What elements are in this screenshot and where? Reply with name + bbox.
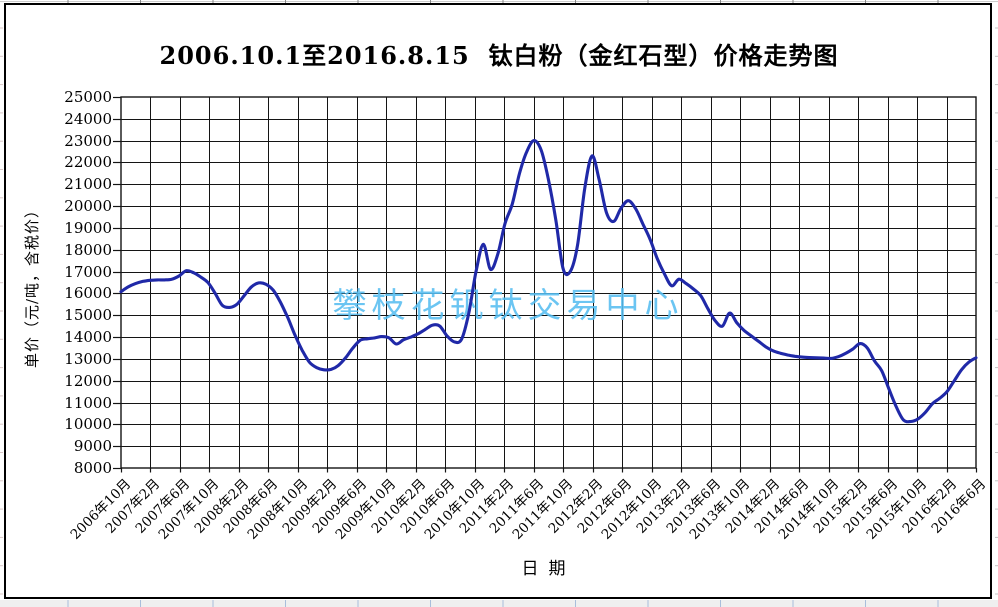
y-tick-label: 18000 — [64, 240, 112, 259]
watermark-text: 攀枝花钒钛交易中心 — [333, 286, 684, 326]
y-tick-label: 22000 — [64, 153, 112, 172]
y-tick-label: 20000 — [64, 197, 112, 216]
y-tick-label: 19000 — [64, 218, 112, 237]
y-tick-label: 12000 — [64, 371, 112, 390]
price-line — [119, 139, 978, 424]
y-tick-label: 21000 — [64, 175, 112, 194]
sheet-bottom-strip — [0, 600, 998, 607]
plot-grid — [113, 96, 978, 473]
y-tick-label: 8000 — [73, 459, 112, 477]
plot-border — [120, 96, 977, 469]
y-tick-label: 11000 — [64, 393, 112, 412]
y-tick-label: 15000 — [64, 306, 112, 325]
y-tick-label: 25000 — [64, 88, 112, 106]
y-tick-label: 14000 — [64, 328, 112, 347]
chart-title: 2006.10.1至2016.8.15 钛白粉（金红石型）价格走势图 — [159, 41, 839, 70]
x-axis-title: 日期 — [521, 559, 576, 579]
y-tick-label: 9000 — [73, 437, 112, 456]
y-tick-label: 24000 — [64, 109, 112, 128]
y-tick-label: 23000 — [64, 131, 112, 150]
price-series — [119, 139, 978, 424]
y-tick-label: 17000 — [64, 262, 112, 281]
y-tick-label: 10000 — [64, 415, 112, 434]
y-tick-label: 16000 — [64, 284, 112, 303]
y-tick-label: 13000 — [64, 349, 112, 368]
